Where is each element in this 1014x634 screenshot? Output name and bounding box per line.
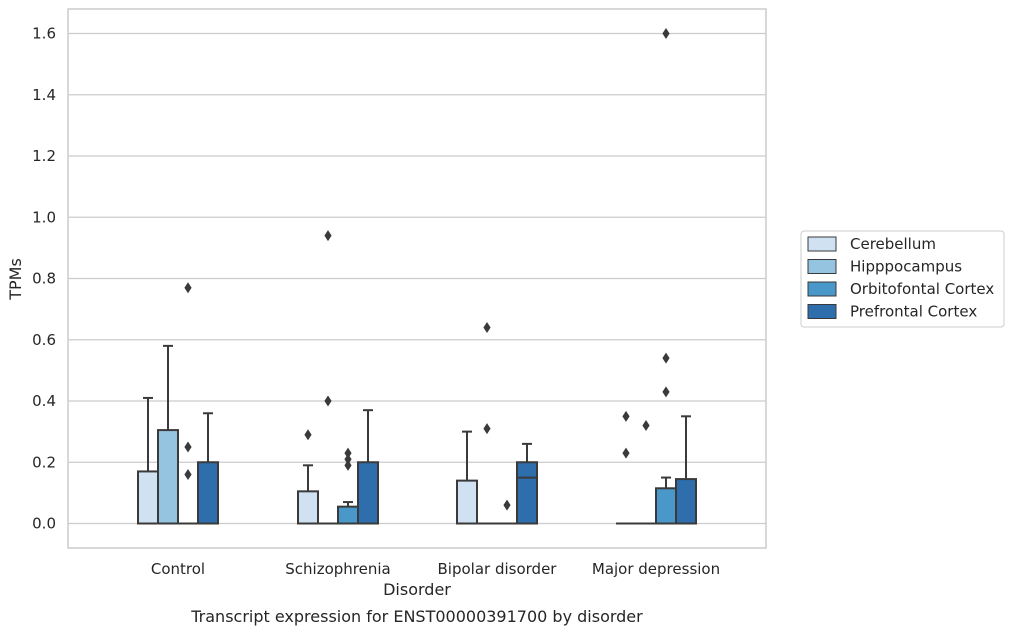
x-tick-label: Major depression [592, 560, 720, 578]
outlier-point [304, 429, 312, 441]
box-body [357, 461, 379, 525]
outlier-point [344, 447, 352, 459]
outlier-point [662, 386, 670, 398]
outlier-point [184, 469, 192, 480]
x-tick-label: Schizophrenia [285, 560, 390, 578]
box-body [675, 478, 697, 525]
y-axis-label: TPMs [6, 258, 25, 301]
legend-swatch [807, 236, 837, 252]
box-cerebellum [616, 410, 636, 525]
y-tick-label: 0.6 [32, 331, 56, 349]
plot-frame [67, 8, 767, 549]
outlier-point [184, 441, 192, 453]
box-prefrontal-cortex [516, 442, 538, 525]
box-body [456, 479, 478, 525]
box-cerebellum [137, 396, 159, 525]
y-tick-label: 0.8 [32, 270, 56, 288]
y-tick-label: 0.4 [32, 392, 56, 410]
legend-label: Cerebellum [850, 235, 936, 253]
outlier-point [503, 499, 511, 511]
box-prefrontal-cortex [357, 409, 379, 525]
x-tick-label: Bipolar disorder [438, 560, 558, 578]
y-tick-label: 0.0 [32, 515, 56, 533]
legend-swatch [807, 281, 837, 297]
y-tick-label: 1.4 [32, 86, 56, 104]
box-prefrontal-cortex [675, 415, 697, 525]
chart-caption: Transcript expression for ENST0000039170… [190, 607, 643, 626]
box-cerebellum [297, 429, 319, 525]
box-body [516, 461, 538, 525]
box-hipppocampus [477, 322, 497, 525]
x-tick-label: Control [151, 560, 205, 578]
x-axis-ticks: Control Schizophrenia Bipolar disorder Majo… [151, 560, 720, 578]
box-orbitofontal-cortex [497, 499, 517, 525]
outlier-point [184, 282, 192, 294]
legend-frame [800, 230, 1005, 328]
legend-label: Prefrontal Cortex [850, 303, 977, 321]
outlier-point [622, 410, 630, 422]
legend-swatch [807, 259, 837, 274]
box-body [297, 490, 319, 525]
outlier-point [344, 459, 352, 471]
box-body [137, 470, 159, 525]
y-tick-label: 1.0 [32, 208, 56, 226]
box-body [337, 505, 359, 525]
legend-label: Orbitofontal Cortex [850, 280, 994, 298]
box-hipppocampus [157, 344, 179, 525]
box-hipppocampus [636, 420, 656, 525]
outlier-point [622, 447, 630, 459]
outlier-point [662, 28, 670, 39]
y-tick-label: 0.2 [32, 453, 56, 471]
outlier-point [662, 352, 670, 364]
box-body [655, 487, 677, 525]
outlier-point [483, 423, 491, 435]
legend-label: Hipppocampus [850, 258, 962, 276]
y-tick-label: 1.6 [32, 25, 56, 43]
outlier-point [324, 395, 332, 407]
y-tick-label: 1.2 [32, 147, 56, 165]
plot-area [137, 28, 697, 525]
outlier-point [324, 230, 332, 242]
outlier-point [642, 420, 650, 431]
box-orbitofontal-cortex [337, 447, 359, 525]
outlier-point [483, 322, 491, 333]
box-orbitofontal-cortex [178, 282, 198, 525]
box-hipppocampus [318, 230, 338, 525]
box-body [197, 461, 219, 525]
box-prefrontal-cortex [197, 412, 219, 525]
box-cerebellum [456, 430, 478, 525]
legend: Cerebellum Hipppocampus Orbitofontal Corte… [800, 230, 1005, 328]
outlier-point [344, 453, 352, 465]
legend-swatch [807, 304, 837, 319]
box-body [157, 429, 179, 525]
x-axis-label: Disorder [383, 580, 451, 599]
y-axis-ticks: 0.0 0.2 0.4 0.6 0.8 1.0 1.2 1.4 1.6 [32, 25, 56, 533]
